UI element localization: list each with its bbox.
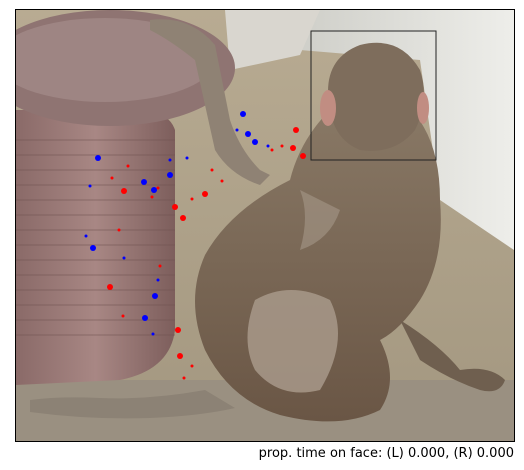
- face-roi-box: [310, 30, 437, 161]
- stimulus-image: [16, 10, 514, 441]
- image-frame: [15, 9, 515, 442]
- left-eye-gaze-samples: [84, 111, 270, 336]
- right-eye-gaze-samples: [107, 127, 306, 380]
- monkey: [30, 19, 505, 422]
- face-time-caption: prop. time on face: (L) 0.000, (R) 0.000: [258, 446, 514, 461]
